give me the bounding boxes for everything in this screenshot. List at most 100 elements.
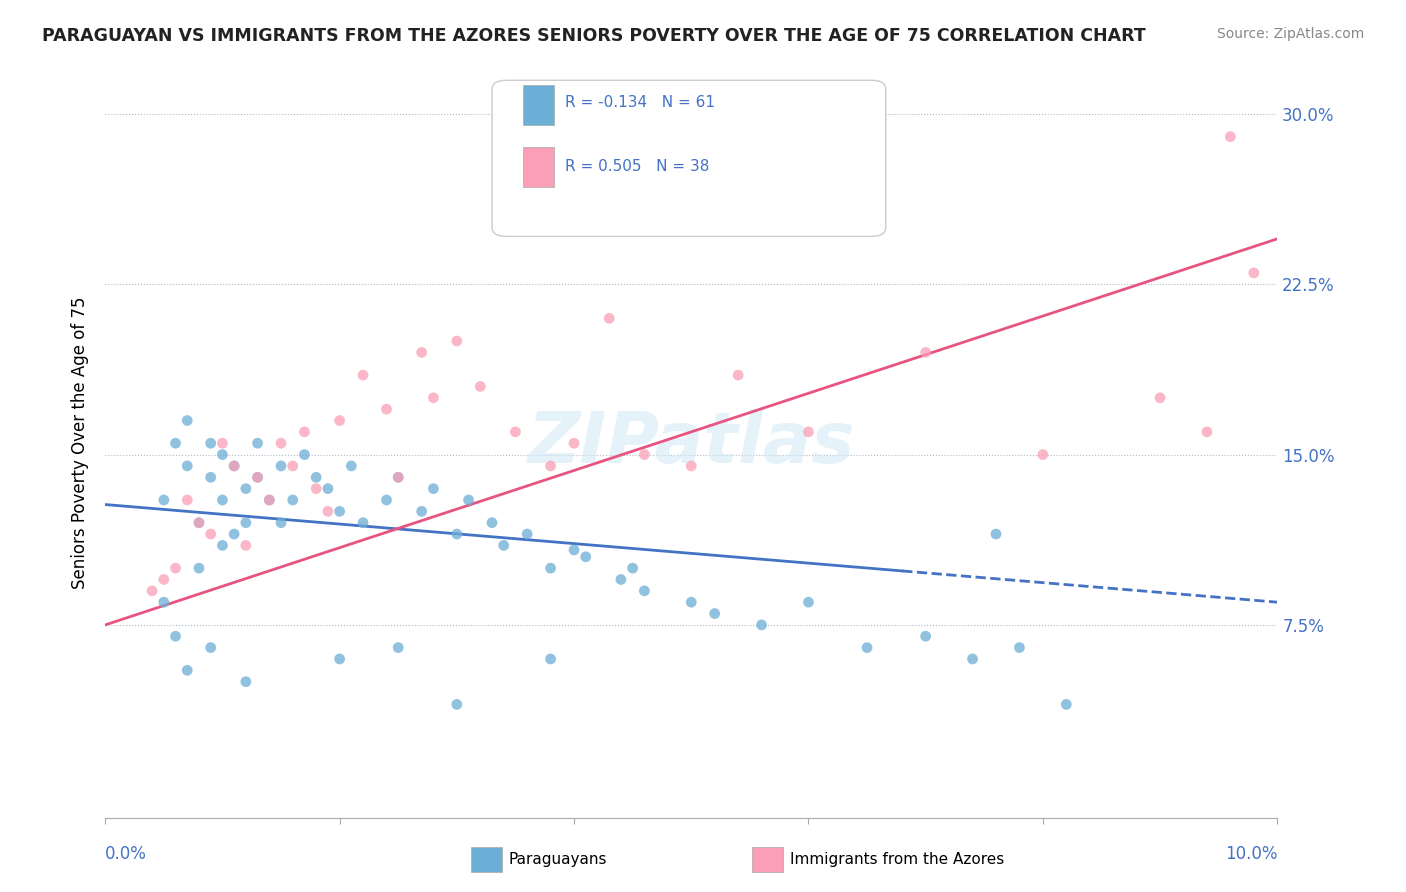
Point [1008, 640, 1031, 655]
Point [856, 640, 879, 655]
Point [505, 425, 527, 439]
Point [165, 436, 187, 450]
Point [329, 504, 352, 518]
Text: PARAGUAYAN VS IMMIGRANTS FROM THE AZORES SENIORS POVERTY OVER THE AGE OF 75 CORR: PARAGUAYAN VS IMMIGRANTS FROM THE AZORES… [42, 27, 1146, 45]
Point [340, 458, 363, 473]
Point [211, 436, 233, 450]
Text: 10.0%: 10.0% [1225, 845, 1277, 863]
Point [703, 607, 725, 621]
Point [621, 561, 644, 575]
Point [562, 543, 585, 558]
Point [446, 698, 468, 712]
Point [1219, 129, 1241, 144]
Point [259, 493, 281, 508]
Point [681, 458, 703, 473]
Point [422, 391, 444, 405]
Point [224, 458, 246, 473]
Point [305, 482, 328, 496]
Point [1149, 391, 1171, 405]
Point [375, 402, 398, 417]
Point [329, 413, 352, 427]
Point [211, 538, 233, 552]
Point [235, 516, 257, 530]
Text: Immigrants from the Azores: Immigrants from the Azores [790, 853, 1004, 867]
Point [176, 413, 198, 427]
Point [598, 311, 620, 326]
Point [200, 527, 222, 541]
Point [316, 504, 339, 518]
Point [246, 470, 269, 484]
Text: R = 0.505   N = 38: R = 0.505 N = 38 [565, 160, 710, 174]
Point [305, 470, 328, 484]
Point [188, 516, 211, 530]
Text: R = -0.134   N = 61: R = -0.134 N = 61 [565, 95, 716, 110]
Point [387, 470, 409, 484]
Point [633, 448, 655, 462]
Point [281, 493, 304, 508]
Point [259, 493, 281, 508]
Point [1243, 266, 1265, 280]
Point [224, 458, 246, 473]
Text: Paraguayans: Paraguayans [509, 853, 607, 867]
Point [270, 436, 292, 450]
Point [446, 527, 468, 541]
Point [294, 448, 316, 462]
Point [540, 458, 562, 473]
Point [246, 436, 269, 450]
Point [1032, 448, 1054, 462]
Point [200, 470, 222, 484]
Point [422, 482, 444, 496]
Point [797, 595, 820, 609]
Point [316, 482, 339, 496]
Point [270, 516, 292, 530]
Point [188, 561, 211, 575]
Point [246, 470, 269, 484]
Point [387, 640, 409, 655]
Point [176, 493, 198, 508]
Point [681, 595, 703, 609]
Point [914, 345, 936, 359]
Text: ZIPatlas: ZIPatlas [527, 409, 855, 478]
Point [200, 640, 222, 655]
Point [224, 527, 246, 541]
Point [562, 436, 585, 450]
Point [984, 527, 1007, 541]
Point [270, 458, 292, 473]
Point [153, 493, 176, 508]
Point [352, 368, 374, 383]
Point [540, 652, 562, 666]
Point [176, 458, 198, 473]
Point [165, 561, 187, 575]
Point [610, 573, 633, 587]
Point [411, 504, 433, 518]
Point [329, 652, 352, 666]
Point [176, 663, 198, 677]
Point [516, 527, 538, 541]
Point [281, 458, 304, 473]
Point [492, 538, 515, 552]
Point [481, 516, 503, 530]
Point [751, 618, 773, 632]
Point [457, 493, 479, 508]
Point [352, 516, 374, 530]
Point [141, 583, 163, 598]
Point [540, 561, 562, 575]
Point [1195, 425, 1218, 439]
Point [211, 493, 233, 508]
Point [375, 493, 398, 508]
Y-axis label: Seniors Poverty Over the Age of 75: Seniors Poverty Over the Age of 75 [72, 297, 89, 590]
Point [235, 482, 257, 496]
Point [235, 538, 257, 552]
Point [962, 652, 984, 666]
Point [153, 595, 176, 609]
Point [575, 549, 598, 564]
Point [188, 516, 211, 530]
Text: Source: ZipAtlas.com: Source: ZipAtlas.com [1216, 27, 1364, 41]
Text: 0.0%: 0.0% [105, 845, 148, 863]
Point [387, 470, 409, 484]
Point [235, 674, 257, 689]
Point [294, 425, 316, 439]
Point [914, 629, 936, 643]
Point [200, 436, 222, 450]
Point [633, 583, 655, 598]
